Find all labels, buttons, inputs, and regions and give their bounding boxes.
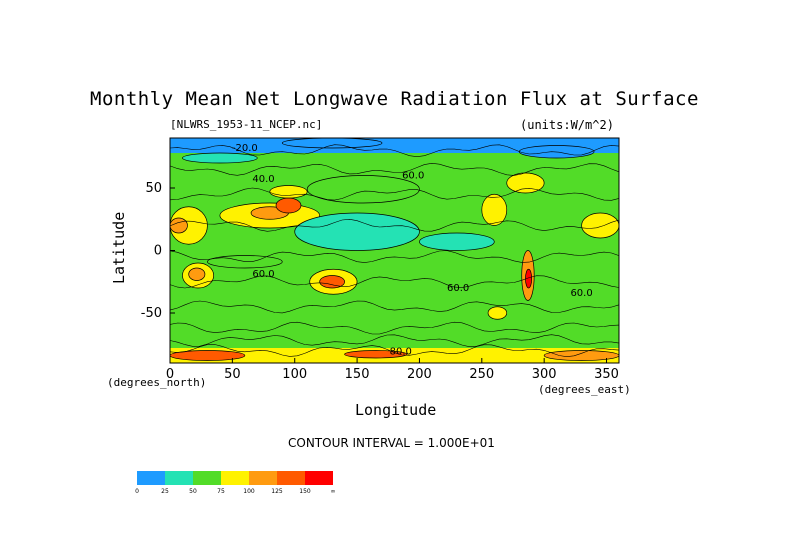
contour-line xyxy=(169,321,620,335)
colorbar-swatch xyxy=(193,471,221,485)
contour-line xyxy=(169,250,620,263)
field-region xyxy=(506,172,545,194)
field-region xyxy=(169,217,188,234)
x-axis-label: Longitude xyxy=(355,401,437,419)
plot-area xyxy=(169,137,620,363)
contour-line xyxy=(169,344,620,358)
x-tick-label: 350 xyxy=(594,367,619,382)
contour-value-label: 60.0 xyxy=(402,170,424,181)
contour-value-label: 60.0 xyxy=(252,269,274,280)
field-region xyxy=(170,138,619,363)
contour-line xyxy=(169,162,620,176)
colorbar-label: 125 xyxy=(271,488,283,495)
colorbar-label: 75 xyxy=(217,488,225,495)
colorbar-label: 100 xyxy=(243,488,255,495)
x-tick-label: 50 xyxy=(224,367,241,382)
colorbar: 0 25 50 75 100 125 150 ∞ xyxy=(135,471,336,495)
contour-line xyxy=(169,300,620,314)
colorbar-label: ∞ xyxy=(331,488,336,495)
field-region xyxy=(525,268,533,289)
field-region xyxy=(543,350,620,361)
contour-value-label: 80.0 xyxy=(390,347,412,358)
y-tick-label: -50 xyxy=(141,306,162,321)
contour-line xyxy=(169,187,620,201)
contour-value-label: -20.0 xyxy=(232,143,258,154)
x-tick-label: 0 xyxy=(166,367,174,382)
x-tick-label: 100 xyxy=(282,367,307,382)
contour-line xyxy=(169,144,620,158)
dataset-filename: [NLWRS_1953-11_NCEP.nc] xyxy=(170,118,323,131)
x-tick-label: 150 xyxy=(345,367,370,382)
chart-title: Monthly Mean Net Longwave Radiation Flux… xyxy=(90,88,699,110)
x-tick-label: 300 xyxy=(532,367,557,382)
field-region xyxy=(344,350,408,359)
colorbar-swatch xyxy=(137,471,165,485)
colorbar-swatch xyxy=(165,471,193,485)
field-region xyxy=(319,275,345,289)
field-region xyxy=(481,193,508,226)
contour-value-label: 60.0 xyxy=(447,283,469,294)
x-tick-label: 250 xyxy=(469,367,494,382)
x-tick-label: 200 xyxy=(407,367,432,382)
contour-line xyxy=(169,275,620,289)
contour-lines xyxy=(169,144,620,358)
y-tick-label: 50 xyxy=(145,181,162,196)
field-region xyxy=(170,138,619,153)
contour-line xyxy=(169,334,620,348)
colorbar-label: 150 xyxy=(299,488,311,495)
field-region xyxy=(581,212,620,239)
y-axis-units: (degrees_north) xyxy=(107,376,207,389)
colorbar-label: 50 xyxy=(189,488,197,495)
contour-value-label: 40.0 xyxy=(252,174,274,185)
field-region xyxy=(275,197,302,214)
y-tick-label: 0 xyxy=(154,244,162,259)
field-region xyxy=(182,152,258,164)
field-region xyxy=(281,137,383,149)
field-region xyxy=(419,232,495,251)
colorbar-swatch xyxy=(277,471,305,485)
colorbar-swatch xyxy=(305,471,333,485)
x-axis-units: (degrees_east) xyxy=(538,383,631,396)
field-region xyxy=(294,212,420,251)
colorbar-label: 0 xyxy=(135,488,139,495)
colorbar-swatch xyxy=(249,471,277,485)
field-region xyxy=(487,306,508,320)
contour-line xyxy=(169,218,620,232)
colorbar-label: 25 xyxy=(161,488,169,495)
field-region xyxy=(269,185,308,199)
contour-labels: -20.0 40.0 60.0 60.0 60.0 60.0 80.0 xyxy=(232,143,593,358)
units-label: (units:W/m^2) xyxy=(520,118,614,132)
axis-ticks: 0 50 100 150 200 250 300 350 50 0 -50 xyxy=(141,181,619,382)
contour-interval-text: CONTOUR INTERVAL = 1.000E+01 xyxy=(288,436,495,450)
field-region xyxy=(306,175,420,204)
colorbar-swatch xyxy=(221,471,249,485)
field-region xyxy=(188,267,206,281)
contour-value-label: 60.0 xyxy=(570,288,592,299)
